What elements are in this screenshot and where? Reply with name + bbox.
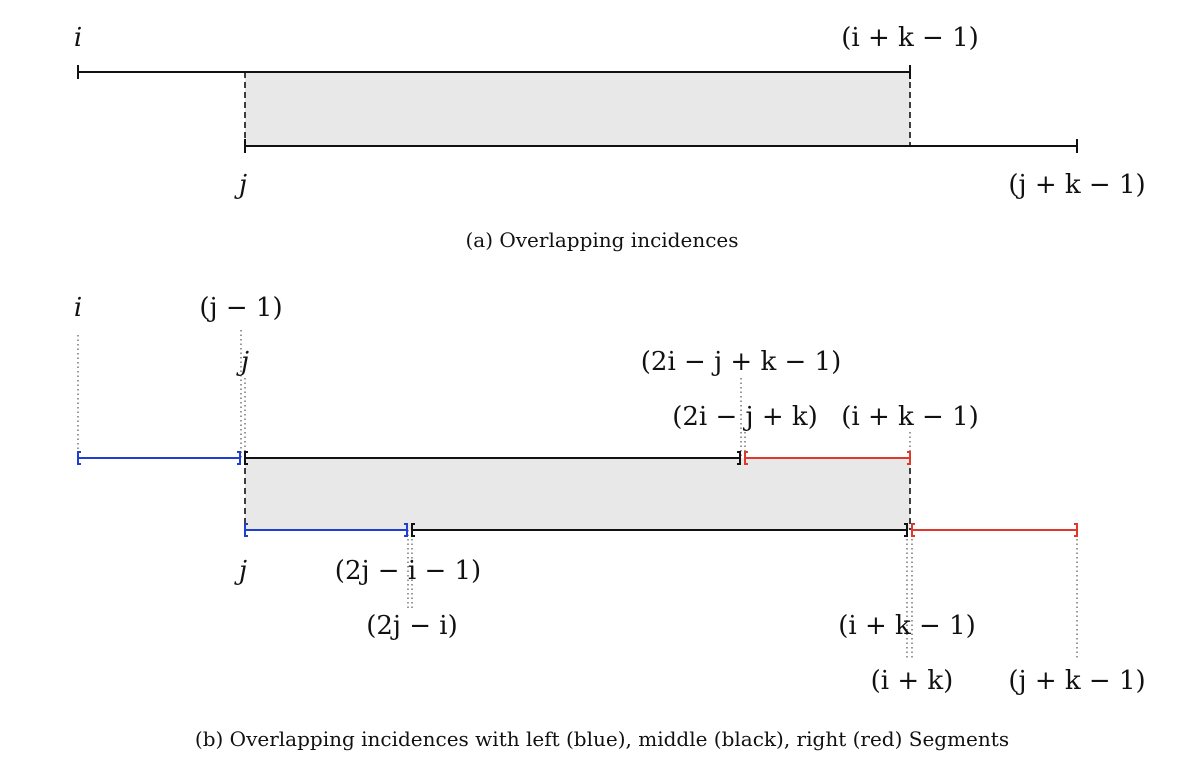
label-j: j bbox=[234, 170, 247, 200]
label-b-ik: (i + k) bbox=[871, 666, 954, 696]
panel-a: i (i + k − 1) j (j + k − 1) (a) Overlapp… bbox=[74, 23, 1146, 252]
label-b-i: i bbox=[74, 293, 82, 323]
overlap-region-b bbox=[245, 458, 910, 530]
label-b-jm1: (j − 1) bbox=[199, 293, 282, 323]
panel-b: i (j − 1) j (2i − j + k − 1) (2i − j + k… bbox=[74, 293, 1146, 751]
label-b-2ijk: (2i − j + k) bbox=[672, 402, 818, 432]
caption-b: (b) Overlapping incidences with left (bl… bbox=[195, 727, 1009, 751]
segment-middle-top bbox=[244, 451, 741, 465]
label-b-ikm1-top: (i + k − 1) bbox=[841, 402, 979, 432]
segment-left-top bbox=[77, 451, 241, 465]
label-jkm1: (j + k − 1) bbox=[1008, 170, 1145, 200]
segment-middle-bottom bbox=[411, 523, 908, 537]
label-i: i bbox=[74, 23, 82, 53]
label-b-2ijkm1: (2i − j + k − 1) bbox=[641, 347, 841, 377]
segment-left-bottom bbox=[244, 523, 408, 537]
label-b-j-bot: j bbox=[234, 556, 247, 586]
label-b-2ji: (2j − i) bbox=[366, 611, 458, 641]
segment-right-bottom bbox=[911, 523, 1078, 537]
overlap-region bbox=[245, 72, 910, 146]
label-b-2jim1: (2j − i − 1) bbox=[335, 556, 481, 586]
label-b-j-top: j bbox=[236, 347, 249, 377]
label-b-jkm1: (j + k − 1) bbox=[1008, 666, 1145, 696]
segment-right-top bbox=[744, 451, 911, 465]
label-ikm1: (i + k − 1) bbox=[841, 23, 979, 53]
caption-a: (a) Overlapping incidences bbox=[465, 228, 738, 252]
label-b-ikm1-bot: (i + k − 1) bbox=[838, 611, 976, 641]
